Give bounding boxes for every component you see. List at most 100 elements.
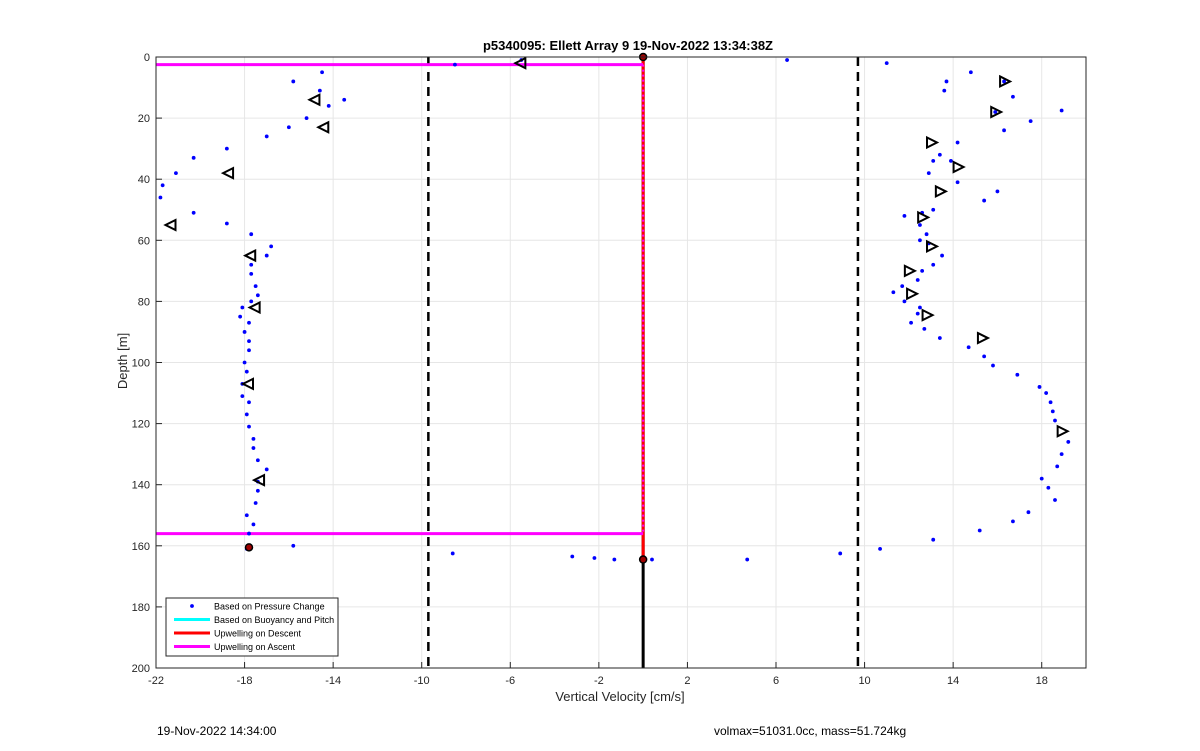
descent-marker bbox=[220, 166, 235, 180]
pressure-point bbox=[920, 268, 925, 273]
pressure-point bbox=[1048, 400, 1053, 405]
x-tick-label: 2 bbox=[684, 675, 690, 687]
y-tick-label: 140 bbox=[132, 480, 150, 492]
pressure-point bbox=[224, 146, 229, 151]
ascent-marker bbox=[990, 105, 1004, 119]
pressure-point bbox=[650, 557, 654, 562]
pressure-point bbox=[255, 488, 260, 493]
pressure-point bbox=[1002, 128, 1006, 133]
pressure-point bbox=[991, 363, 995, 368]
pressure-point bbox=[317, 88, 322, 93]
pressure-point bbox=[244, 412, 249, 417]
legend-label: Upwelling on Descent bbox=[214, 629, 302, 639]
legend-label: Based on Pressure Change bbox=[214, 602, 325, 612]
descent-marker bbox=[316, 120, 330, 134]
pressure-point bbox=[255, 458, 260, 463]
pressure-point bbox=[191, 210, 196, 215]
pressure-point bbox=[909, 320, 913, 325]
pressure-point bbox=[453, 62, 457, 67]
pressure-point bbox=[1015, 372, 1020, 377]
pressure-point bbox=[902, 213, 907, 218]
pressure-point bbox=[240, 394, 245, 399]
x-tick-label: 6 bbox=[773, 675, 779, 687]
pressure-point bbox=[785, 58, 789, 62]
pressure-point bbox=[450, 551, 455, 556]
pressure-point bbox=[240, 305, 245, 310]
pressure-point bbox=[592, 556, 597, 560]
pressure-point bbox=[1066, 440, 1071, 444]
pressure-point bbox=[342, 97, 347, 102]
x-tick-label: 18 bbox=[1036, 675, 1048, 687]
y-tick-label: 180 bbox=[132, 602, 150, 614]
x-tick-label: -2 bbox=[594, 675, 604, 687]
tick-labels: -22 -18 -14 -10 -6 -2 2 6 10 14 180204060801001201… bbox=[132, 52, 1048, 687]
profile-endpoint-marker bbox=[244, 543, 254, 552]
pressure-point bbox=[320, 70, 324, 75]
pressure-point bbox=[249, 299, 254, 304]
profile-endpoint-marker bbox=[638, 555, 648, 564]
pressure-point bbox=[878, 546, 882, 551]
pressure-point bbox=[255, 293, 260, 298]
pressure-point bbox=[884, 61, 889, 66]
y-tick-label: 0 bbox=[144, 52, 150, 64]
ascent-marker bbox=[999, 74, 1013, 89]
pressure-point bbox=[982, 198, 987, 203]
ascent-marker bbox=[903, 264, 918, 278]
x-tick-label: -6 bbox=[505, 675, 515, 687]
pressure-point bbox=[1039, 476, 1044, 481]
pressure-point bbox=[966, 345, 971, 350]
footer-timestamp: 19-Nov-2022 14:34:00 bbox=[157, 724, 277, 738]
pressure-point bbox=[264, 134, 269, 139]
x-tick-label: -22 bbox=[148, 675, 164, 687]
pressure-point bbox=[931, 537, 936, 542]
pressure-point bbox=[247, 348, 251, 353]
pressure-point bbox=[924, 232, 929, 237]
pressure-point bbox=[251, 436, 256, 441]
y-tick-label: 200 bbox=[132, 663, 150, 675]
legend-label: Upwelling on Ascent bbox=[214, 642, 296, 652]
pressure-point bbox=[244, 513, 249, 518]
pressure-point bbox=[1053, 418, 1057, 423]
pressure-point bbox=[1028, 119, 1033, 124]
pressure-point bbox=[949, 158, 953, 163]
pressure-point bbox=[160, 183, 165, 188]
pressure-point bbox=[247, 339, 251, 344]
pressure-point bbox=[977, 528, 982, 533]
pressure-point bbox=[955, 180, 960, 185]
pressure-point bbox=[1011, 519, 1015, 524]
pressure-point bbox=[1059, 108, 1064, 113]
pressure-point bbox=[326, 103, 331, 108]
pressure-point bbox=[269, 244, 274, 249]
pressure-point bbox=[174, 171, 178, 175]
pressure-point bbox=[224, 221, 229, 226]
pressure-point bbox=[902, 299, 907, 304]
x-tick-label: 14 bbox=[947, 675, 959, 687]
descent-marker bbox=[240, 377, 254, 391]
pressure-point bbox=[253, 284, 258, 289]
pressure-point bbox=[612, 557, 617, 562]
pressure-point bbox=[931, 262, 936, 267]
pressure-point bbox=[247, 424, 251, 429]
pressure-point bbox=[247, 320, 251, 325]
legend-label: Based on Buoyancy and Pitch bbox=[214, 615, 334, 625]
pressure-point bbox=[918, 223, 922, 227]
pressure-point bbox=[570, 554, 575, 559]
pressure-point bbox=[242, 330, 247, 334]
pressure-point bbox=[1037, 385, 1042, 389]
pressure-point bbox=[918, 305, 922, 310]
pressure-point bbox=[937, 152, 942, 157]
footer-float-info: volmax=51031.0cc, mass=51.724kg bbox=[714, 724, 907, 738]
pressure-point bbox=[926, 171, 931, 175]
ascent-marker bbox=[934, 184, 949, 199]
y-tick-label: 60 bbox=[138, 235, 150, 247]
pressure-point bbox=[244, 369, 249, 374]
ascent-marker bbox=[926, 135, 940, 150]
pressure-point bbox=[900, 284, 905, 289]
x-tick-label: -10 bbox=[414, 675, 430, 687]
ascent-marker bbox=[921, 308, 935, 322]
pressure-point bbox=[931, 207, 936, 212]
y-tick-label: 80 bbox=[138, 296, 150, 308]
pressure-point bbox=[955, 140, 960, 145]
y-tick-label: 20 bbox=[138, 113, 150, 125]
pressure-point bbox=[249, 232, 254, 237]
